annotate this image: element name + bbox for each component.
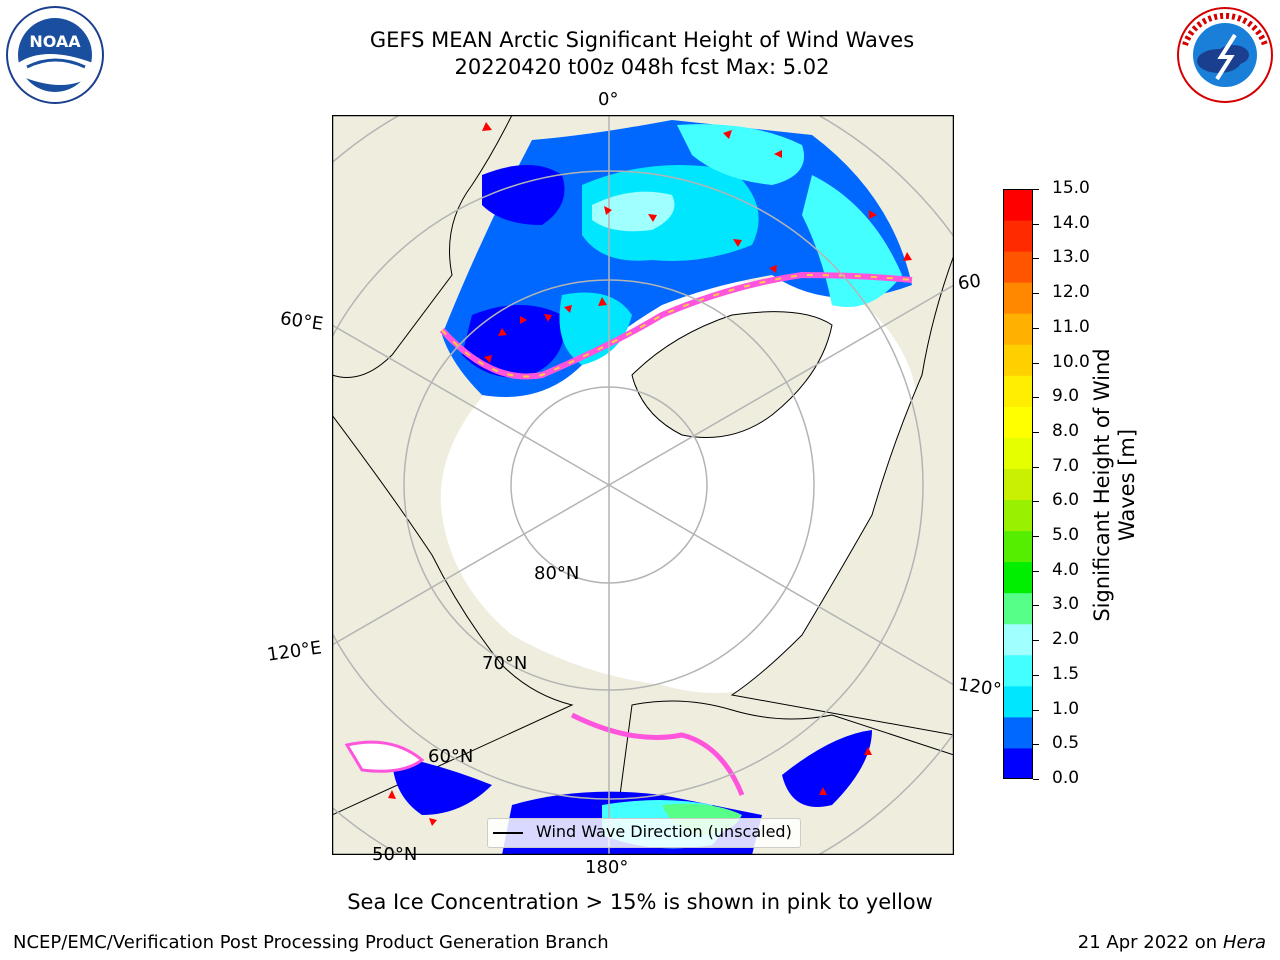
- colorbar-tick-mark: [1033, 605, 1039, 607]
- lon-label-180: 180°: [585, 857, 629, 878]
- lat-label-50n: 50°N: [372, 844, 418, 865]
- lon-label-60w: 60°W: [956, 270, 982, 295]
- lon-label-0: 0°: [598, 89, 619, 110]
- colorbar-tick-mark: [1033, 362, 1039, 364]
- footer-date: 21 Apr 2022 on Hera: [1078, 932, 1266, 953]
- colorbar-tick-label: 7.0: [1052, 455, 1080, 476]
- colorbar-band: [1003, 561, 1033, 594]
- footer-date-text: 21 Apr 2022 on: [1077, 932, 1223, 953]
- colorbar-band: [1003, 189, 1033, 221]
- colorbar-tick-label: 3.0: [1052, 594, 1080, 615]
- colorbar-tick-mark: [1033, 744, 1039, 746]
- colorbar-band: [1003, 716, 1033, 749]
- colorbar-band: [1003, 251, 1033, 283]
- colorbar-band: [1003, 499, 1033, 532]
- colorbar-tick-mark: [1033, 640, 1039, 642]
- nws-logo: [1175, 5, 1275, 105]
- map-legend: Wind Wave Direction (unscaled): [487, 818, 801, 848]
- footer-host: Hera: [1222, 932, 1266, 953]
- colorbar-tick-label: 14.0: [1052, 212, 1090, 233]
- colorbar-tick-label: 1.0: [1052, 698, 1080, 719]
- colorbar-tick-label: 0.0: [1052, 768, 1080, 788]
- lat-label-80n: 80°N: [534, 563, 580, 584]
- colorbar-tick-label: 0.5: [1052, 733, 1080, 754]
- colorbar-tick-mark: [1033, 327, 1039, 329]
- graticule: [332, 115, 954, 855]
- plot-title: GEFS MEAN Arctic Significant Height of W…: [369, 28, 915, 52]
- colorbar-tick-label: 12.0: [1052, 282, 1090, 303]
- colorbar-band: [1003, 530, 1033, 563]
- colorbar-tick-mark: [1033, 501, 1039, 503]
- colorbar-band: [1003, 313, 1033, 345]
- legend-line-icon: [493, 832, 523, 834]
- lat-label-70n: 70°N: [482, 653, 528, 674]
- colorbar-band: [1003, 685, 1033, 718]
- svg-text:NOAA: NOAA: [29, 32, 81, 51]
- siberia: [332, 414, 574, 816]
- colorbar-band: [1003, 344, 1033, 376]
- colorbar-tick-mark: [1033, 431, 1039, 433]
- colorbar-band: [1003, 437, 1033, 469]
- colorbar-tick-label: 2.0: [1052, 629, 1080, 650]
- colorbar-tick-label: 13.0: [1052, 247, 1090, 268]
- colorbar-tick-label: 9.0: [1052, 386, 1080, 407]
- lon-label-120e: 120°E: [265, 637, 323, 666]
- lon-label-120w: 120°W: [956, 673, 1005, 702]
- colorbar-tick-label: 8.0: [1052, 420, 1080, 441]
- colorbar-tick-mark: [1033, 709, 1039, 711]
- colorbar-tick-mark: [1033, 466, 1039, 468]
- colorbar-label: Significant Height of Wind Waves [m]: [1090, 348, 1139, 622]
- colorbar-tick-mark: [1033, 293, 1039, 295]
- colorbar-band: [1003, 375, 1033, 407]
- lat-label-60n: 60°N: [428, 746, 474, 767]
- colorbar-tick-mark: [1033, 223, 1039, 225]
- canada: [730, 254, 954, 736]
- arctic-map: [332, 115, 954, 855]
- colorbar-band: [1003, 468, 1033, 501]
- colorbar-band: [1003, 747, 1033, 779]
- colorbar-tick-mark: [1033, 258, 1039, 260]
- colorbar-tick-label: 10.0: [1052, 351, 1090, 372]
- legend-label: Wind Wave Direction (unscaled): [536, 822, 792, 841]
- colorbar-tick-label: 11.0: [1052, 316, 1090, 337]
- colorbar-tick-mark: [1033, 189, 1039, 190]
- footer-credit: NCEP/EMC/Verification Post Processing Pr…: [13, 932, 609, 953]
- colorbar: [1003, 189, 1033, 779]
- colorbar-tick-mark: [1033, 536, 1039, 538]
- colorbar-tick-mark: [1033, 674, 1039, 676]
- colorbar-band: [1003, 592, 1033, 625]
- colorbar-band: [1003, 282, 1033, 314]
- colorbar-tick-label: 15.0: [1052, 178, 1090, 198]
- sea-ice-note: Sea Ice Concentration > 15% is shown in …: [347, 890, 933, 914]
- colorbar-band: [1003, 220, 1033, 252]
- scandinavia: [332, 115, 513, 378]
- plot-subtitle: 20220420 t00z 048h fcst Max: 5.02: [454, 55, 830, 79]
- colorbar-tick-mark: [1033, 779, 1039, 780]
- noaa-logo: NOAA: [5, 5, 105, 105]
- colorbar-tick-label: 4.0: [1052, 559, 1080, 580]
- colorbar-tick-mark: [1033, 397, 1039, 399]
- okhotsk-waves: [392, 755, 492, 815]
- lon-label-60e: 60°E: [278, 308, 325, 335]
- colorbar-tick-label: 1.5: [1052, 663, 1080, 684]
- colorbar-tick-mark: [1033, 570, 1039, 572]
- colorbar-band: [1003, 623, 1033, 656]
- colorbar-band: [1003, 654, 1033, 687]
- colorbar-tick-label: 6.0: [1052, 490, 1080, 511]
- colorbar-tick-label: 5.0: [1052, 525, 1080, 546]
- wave-direction-arrows: [388, 122, 912, 826]
- colorbar-band: [1003, 406, 1033, 438]
- gulf-alaska-waves: [782, 730, 872, 807]
